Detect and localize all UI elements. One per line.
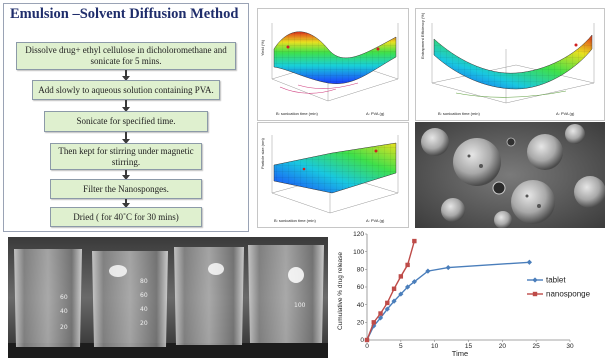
point-tablet-1	[371, 323, 377, 329]
sem-image	[415, 122, 605, 228]
flowchart-title: Emulsion –Solvent Diffusion Method	[10, 6, 239, 22]
arrow-2	[122, 100, 130, 112]
point-nanosponge-1	[371, 320, 376, 325]
step-2: Add slowly to aqueous solution containin…	[32, 80, 220, 100]
surface-1-y-label: A: PVA (g)	[366, 111, 385, 116]
legend-label-nanosponge: nanosponge	[546, 290, 591, 299]
step-1: Dissolve drug+ ethyl cellulose in dichol…	[16, 42, 236, 70]
arrow-4	[122, 170, 130, 180]
surface-plot-entrapment: Entrapment Efficiency (%) B: sonication …	[415, 8, 605, 121]
x-tick-label-5: 25	[533, 343, 541, 350]
chart-x-axis-label: Time	[452, 349, 468, 358]
x-tick-label-0: 0	[365, 343, 369, 350]
legend-marker-nanosponge	[532, 291, 538, 297]
release-chart: 0 5 10 15 20 25 30 0 20 40 60 80 100 120 Cumulative %…	[335, 228, 607, 358]
y-tick-label-2: 40	[357, 302, 365, 309]
beaker-2	[92, 251, 168, 347]
x-tick-label-2: 10	[431, 343, 439, 350]
beaker-mark-6: 40	[140, 306, 148, 313]
beaker-mark-3: 20	[60, 324, 68, 331]
arrow-3	[122, 132, 130, 144]
surface-2-z-label: Entrapment Efficiency (%)	[420, 12, 425, 59]
x-tick-label-4: 20	[499, 343, 507, 350]
surface-plot-particle-svg: Particle size (nm) B: sonication time (m…	[260, 135, 399, 223]
beaker-mark-2: 40	[60, 308, 68, 315]
beaker-1	[14, 249, 82, 347]
point-nanosponge-3	[385, 300, 390, 306]
chart-y-axis-label: Cumulative % drug release	[337, 252, 344, 330]
flowchart-panel: Emulsion –Solvent Diffusion Method Disso…	[3, 3, 249, 232]
beaker-mark-7: 20	[140, 320, 148, 327]
step-5: Filter the Nanosponges.	[50, 179, 202, 199]
surface-plot-entrapment-svg: Entrapment Efficiency (%) B: sonication …	[420, 12, 595, 116]
surface-plot-yield: Yield (%) B: sonication time (min) A: PV…	[257, 8, 409, 121]
beaker-mark-4: 80	[140, 278, 148, 285]
x-tick-label-6: 30	[566, 343, 574, 350]
surface-plot-yield-svg: Yield (%) B: sonication time (min) A: PV…	[260, 23, 399, 116]
x-tick-label-1: 5	[399, 343, 403, 350]
step-4: Then kept for stirring under magnetic st…	[50, 143, 202, 170]
beaker-mark-1: 60	[60, 294, 68, 301]
beaker-mark-8: 100	[294, 302, 306, 309]
surface-3-y-label: A: PVA (g)	[366, 218, 385, 223]
step-6: Dried ( for 40˚C for 30 mins)	[50, 207, 202, 227]
y-tick-label-3: 60	[357, 284, 365, 291]
point-tablet-9	[445, 264, 451, 271]
arrow-1	[122, 70, 130, 81]
point-nanosponge-0	[364, 337, 370, 343]
surface-2-y-label: A: PVA (g)	[556, 111, 575, 116]
beaker-4	[248, 245, 324, 343]
step-3: Sonicate for specified time.	[44, 111, 208, 132]
point-nanosponge-5	[398, 274, 404, 279]
surface-plot-particle-size: Particle size (nm) B: sonication time (m…	[257, 122, 409, 228]
sem-image-svg	[415, 122, 605, 228]
point-nanosponge-2	[378, 311, 383, 316]
y-tick-label-4: 80	[357, 267, 365, 274]
point-nanosponge-7	[412, 238, 417, 244]
surface-1-z-label: Yield (%)	[260, 39, 265, 56]
point-nanosponge-6	[405, 262, 410, 268]
release-chart-svg: 0 5 10 15 20 25 30 0 20 40 60 80 100 120 Cumulative %…	[337, 231, 591, 358]
surface-3-z-label: Particle size (nm)	[260, 137, 265, 169]
y-tick-label-0: 0	[360, 337, 364, 344]
surface-3-x-label: B: sonication time (min)	[274, 218, 316, 223]
beaker-photo-svg: 60 40 20 80 60 40 20 100	[8, 237, 328, 358]
beaker-photo: 60 40 20 80 60 40 20 100	[8, 237, 328, 358]
legend-label-tablet: tablet	[546, 276, 566, 285]
beaker-3	[174, 247, 244, 345]
arrow-5	[122, 199, 130, 208]
series-line-tablet	[366, 261, 530, 341]
point-nanosponge-4	[391, 286, 397, 291]
y-tick-label-6: 120	[353, 231, 364, 238]
surface-1-x-label: B: sonication time (min)	[276, 111, 318, 116]
y-tick-label-5: 100	[353, 249, 364, 256]
y-tick-label-1: 20	[357, 320, 365, 327]
x-tick-label-3: 15	[465, 343, 473, 350]
beaker-mark-5: 60	[140, 292, 148, 299]
point-tablet-6	[405, 284, 411, 290]
legend-marker-tablet	[532, 277, 538, 283]
surface-2-x-label: B: sonication time (min)	[438, 111, 480, 116]
point-tablet-10	[526, 259, 532, 265]
